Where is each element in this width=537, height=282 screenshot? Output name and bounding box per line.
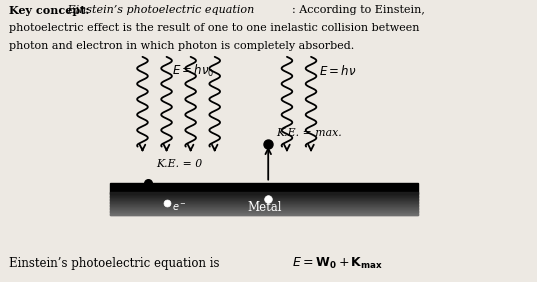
Bar <box>111 195 418 197</box>
Text: Einstein’s photoelectric equation: Einstein’s photoelectric equation <box>64 5 254 15</box>
Bar <box>111 211 418 212</box>
Text: K.E. = max.: K.E. = max. <box>276 128 342 138</box>
Bar <box>111 197 418 198</box>
Bar <box>111 208 418 209</box>
Text: K.E. = 0: K.E. = 0 <box>156 159 202 169</box>
Bar <box>111 205 418 206</box>
Bar <box>111 200 418 201</box>
Bar <box>111 202 418 203</box>
Text: photoelectric effect is the result of one to one inelastic collision between: photoelectric effect is the result of on… <box>9 23 419 33</box>
Bar <box>111 204 418 206</box>
Bar <box>111 213 418 215</box>
Bar <box>111 210 418 211</box>
Text: $e^-$: $e^-$ <box>172 202 187 213</box>
Bar <box>111 206 418 207</box>
Bar <box>111 194 418 195</box>
Text: $E = h\nu_0$: $E = h\nu_0$ <box>172 63 215 79</box>
Text: : According to Einstein,: : According to Einstein, <box>292 5 425 15</box>
Text: $E = h\nu$: $E = h\nu$ <box>319 64 357 78</box>
Bar <box>111 204 418 205</box>
Bar <box>111 212 418 213</box>
Bar <box>111 209 418 210</box>
Bar <box>111 211 418 212</box>
Bar <box>111 207 418 208</box>
Text: photon and electron in which photon is completely absorbed.: photon and electron in which photon is c… <box>9 41 354 51</box>
Text: Key concept:: Key concept: <box>9 5 89 16</box>
Bar <box>111 198 418 199</box>
Bar <box>111 199 418 200</box>
Bar <box>111 193 418 194</box>
Bar <box>111 214 418 215</box>
Text: Einstein’s photoelectric equation is: Einstein’s photoelectric equation is <box>9 257 223 270</box>
Bar <box>111 196 418 197</box>
Text: $\mathit{E}=\mathbf{W_0}+\mathbf{K_{max}}$: $\mathit{E}=\mathbf{W_0}+\mathbf{K_{max}… <box>292 256 383 272</box>
Bar <box>111 183 418 193</box>
Bar <box>111 195 418 196</box>
Bar <box>111 203 418 204</box>
Bar <box>111 201 418 202</box>
Bar <box>111 199 418 200</box>
Bar <box>111 213 418 214</box>
Bar <box>111 208 418 209</box>
Text: Metal: Metal <box>247 201 281 214</box>
